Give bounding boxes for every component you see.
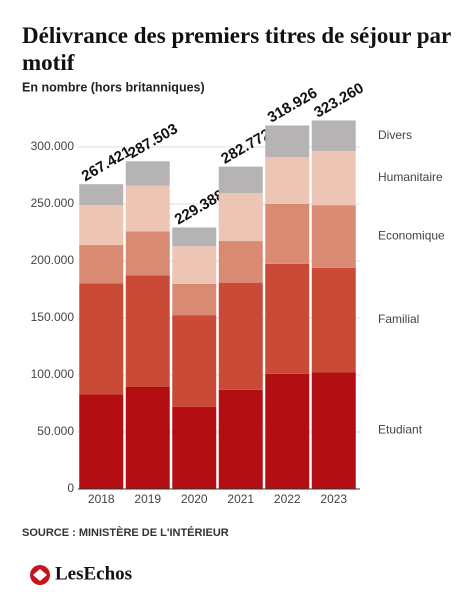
total-label: 323.260 (311, 80, 366, 122)
legend-label: Etudiant (378, 423, 423, 437)
bar-segment (172, 406, 217, 489)
y-tick-label: 250.000 (31, 196, 75, 210)
legend-label: Familial (378, 312, 419, 326)
bar-segment (218, 241, 263, 283)
bar-segment (218, 166, 263, 194)
bar-segment (79, 394, 124, 489)
bar-segment (218, 389, 263, 489)
bar-segment (172, 227, 217, 247)
logo: LesEchos (55, 563, 132, 584)
bar-segment (172, 283, 217, 316)
y-tick-label: 300.000 (31, 139, 75, 153)
bar-segment (265, 157, 310, 204)
bar-segment (125, 161, 170, 186)
bar-segment (79, 283, 124, 395)
bar-segment (79, 184, 124, 206)
bar-segment (311, 372, 356, 489)
bar-segment (265, 204, 310, 264)
x-tick-label: 2022 (274, 492, 301, 506)
chart-subtitle: En nombre (hors britanniques) (22, 80, 205, 94)
chart-title: Délivrance des premiers titres de séjour… (22, 23, 451, 75)
logo-icon-mark (33, 569, 47, 581)
bar-segment (265, 263, 310, 374)
x-tick-label: 2020 (181, 492, 208, 506)
x-tick-label: 2021 (227, 492, 254, 506)
bar-segment (311, 267, 356, 373)
source: SOURCE : MINISTÈRE DE L'INTÉRIEUR (22, 526, 229, 539)
bar-segment (125, 386, 170, 489)
x-tick-label: 2023 (320, 492, 347, 506)
bar-segment (311, 150, 356, 206)
bar-segment (218, 282, 263, 390)
bar-segment (265, 373, 310, 489)
bar-segment (311, 120, 356, 151)
y-tick-label: 50.000 (37, 424, 74, 438)
total-label: 287.503 (125, 120, 180, 162)
bar-segment (125, 231, 170, 276)
bar-segment (79, 205, 124, 246)
bar-segment (79, 245, 124, 284)
bar-segment (172, 315, 217, 407)
bar-segment (218, 193, 263, 242)
legend-label: Divers (378, 128, 412, 142)
bar-segment (265, 125, 310, 158)
bar-segment (172, 246, 217, 284)
x-tick-label: 2018 (88, 492, 115, 506)
x-tick-label: 2019 (134, 492, 161, 506)
legend-label: Economique (378, 229, 445, 243)
bar-segment (125, 275, 170, 387)
legend-label: Humanitaire (378, 170, 443, 184)
y-tick-label: 100.000 (31, 367, 75, 381)
bar-segment (125, 185, 170, 232)
y-tick-label: 150.000 (31, 310, 75, 324)
bar-segment (311, 205, 356, 268)
y-tick-label: 200.000 (31, 253, 75, 267)
y-tick-label: 0 (67, 481, 74, 495)
